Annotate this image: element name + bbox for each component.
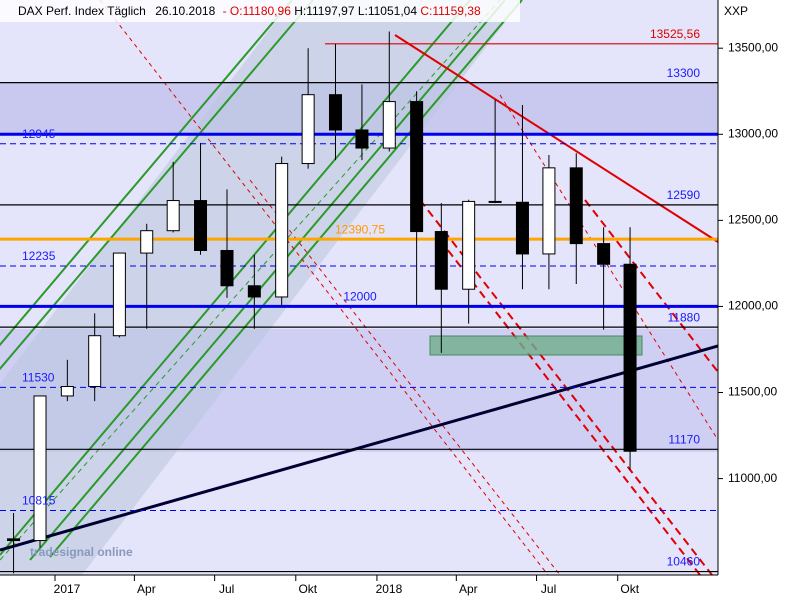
date: 26.10.2018	[155, 4, 215, 18]
candle-body	[33, 395, 47, 542]
currency: XXP	[724, 4, 748, 18]
y-tick-label: 11000,00	[728, 471, 777, 485]
candles	[7, 31, 637, 574]
candle-body	[220, 249, 234, 287]
x-tick-label: 2017	[54, 582, 81, 596]
x-tick-label: Okt	[298, 582, 317, 596]
candle-body	[355, 129, 369, 149]
candle-body	[7, 538, 21, 542]
x-tick-label: Okt	[620, 582, 639, 596]
axis-background	[718, 0, 800, 600]
level-label: 10460	[667, 555, 701, 569]
y-tick-label: 11500,00	[728, 385, 777, 399]
header: DAX Perf. Index Täglich 26.10.2018 - O:1…	[18, 4, 481, 18]
candle-body	[410, 101, 424, 233]
candle-body	[462, 200, 476, 290]
candle-body	[166, 200, 180, 232]
x-tick-label: 2018	[376, 582, 403, 596]
level-label: 13300	[667, 66, 701, 80]
level-label: 13525,56	[650, 27, 700, 41]
level-label: 11170	[668, 432, 700, 446]
y-tick-label: 13000,00	[728, 126, 778, 140]
x-tick-label: Apr	[137, 582, 156, 596]
candle-body	[140, 230, 154, 254]
candle-body	[488, 200, 502, 203]
plot-background	[0, 0, 718, 575]
candle-body	[247, 285, 261, 298]
candle-body	[60, 385, 74, 397]
candle-body	[275, 163, 289, 298]
y-tick-label: 12000,00	[728, 299, 778, 313]
high: H:11197,97	[294, 4, 355, 18]
candle-body	[597, 243, 611, 265]
candle-body	[542, 167, 556, 255]
candle-body	[382, 101, 396, 149]
level-label: 11880	[668, 310, 701, 324]
candle-body	[88, 335, 102, 387]
header-background	[0, 0, 520, 22]
level-label: 11530	[22, 371, 55, 385]
candle-body	[112, 252, 126, 337]
close: C:11159,38	[420, 4, 481, 18]
level-label: 12000	[343, 290, 377, 304]
x-tick-label: Apr	[459, 582, 478, 596]
open: - O:11180,96	[223, 4, 292, 18]
x-tick-label: Jul	[541, 582, 556, 596]
candle-body	[328, 94, 342, 131]
candle-body	[194, 200, 208, 251]
low: L:11051,04	[358, 4, 417, 18]
symbol: DAX Perf. Index Täglich	[18, 4, 146, 18]
candle-body	[623, 263, 637, 452]
candle-body	[301, 94, 315, 165]
x-tick-label: Jul	[219, 582, 234, 596]
level-label: 12390,75	[335, 222, 385, 236]
level-label: 12235	[22, 249, 56, 263]
y-tick-label: 12500,00	[728, 213, 778, 227]
candle-body	[569, 167, 583, 245]
candle-body	[515, 201, 529, 255]
y-tick-label: 13500,00	[728, 40, 778, 54]
level-label: 12945	[22, 127, 56, 141]
watermark: tradesignal online	[30, 545, 133, 559]
level-label: 12590	[667, 188, 701, 202]
axis-background	[0, 575, 718, 600]
level-label: 10815	[22, 494, 56, 508]
candle-body	[434, 231, 448, 290]
